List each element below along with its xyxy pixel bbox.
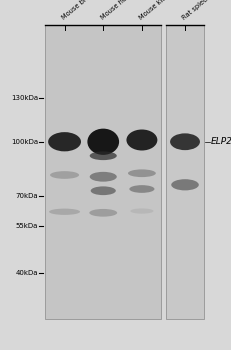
Text: Mouse heart: Mouse heart — [99, 0, 134, 21]
FancyBboxPatch shape — [45, 25, 161, 318]
Text: Rat spleen: Rat spleen — [180, 0, 211, 21]
Text: Mouse kidney: Mouse kidney — [137, 0, 176, 21]
Ellipse shape — [130, 208, 153, 214]
Text: ELP2: ELP2 — [210, 137, 231, 146]
Ellipse shape — [128, 169, 155, 177]
FancyBboxPatch shape — [165, 25, 203, 318]
Ellipse shape — [48, 132, 81, 151]
Ellipse shape — [87, 129, 119, 155]
Ellipse shape — [89, 209, 117, 217]
Text: 130kDa: 130kDa — [11, 95, 38, 101]
Ellipse shape — [49, 209, 80, 215]
Ellipse shape — [89, 152, 116, 160]
Ellipse shape — [50, 171, 79, 179]
Ellipse shape — [89, 172, 116, 182]
Ellipse shape — [170, 179, 198, 190]
Text: Mouse brain: Mouse brain — [61, 0, 95, 21]
Text: 40kDa: 40kDa — [16, 270, 38, 276]
Text: 70kDa: 70kDa — [15, 193, 38, 199]
Text: 100kDa: 100kDa — [11, 139, 38, 145]
Ellipse shape — [129, 185, 154, 193]
Ellipse shape — [169, 133, 199, 150]
Text: 55kDa: 55kDa — [16, 223, 38, 229]
Ellipse shape — [126, 130, 157, 150]
Ellipse shape — [90, 186, 115, 195]
